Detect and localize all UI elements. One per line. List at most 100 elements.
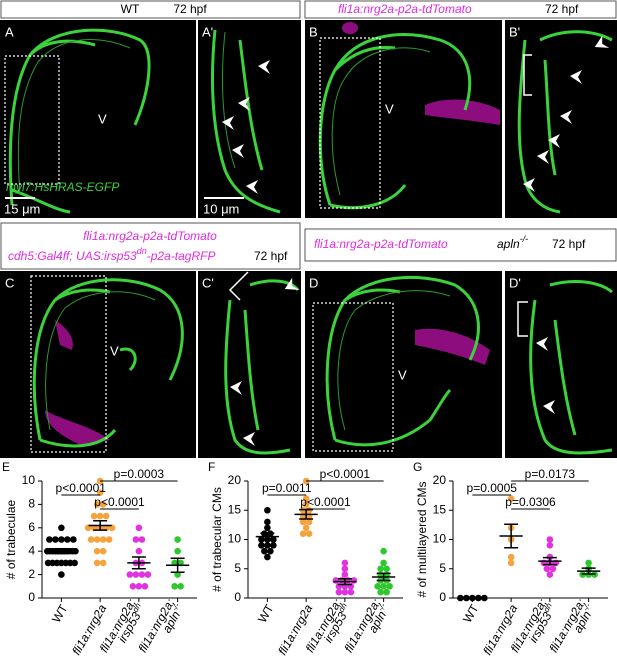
data-point — [264, 518, 271, 526]
data-point — [46, 536, 53, 543]
arrowhead — [230, 381, 242, 395]
data-point — [141, 583, 149, 590]
arrowhead — [536, 337, 548, 351]
y-tick-label: 20 — [228, 473, 242, 487]
y-tick-label: 10 — [22, 473, 36, 487]
y-tick-label: 10 — [228, 532, 242, 546]
panel-label: B — [309, 24, 318, 39]
data-point — [377, 588, 384, 596]
error-bar — [93, 520, 108, 531]
x-tick-text: WT — [460, 602, 482, 626]
bracket — [517, 301, 528, 337]
arrowhead — [284, 277, 300, 290]
data-point — [386, 583, 393, 590]
chamber-label: V — [398, 367, 407, 382]
data-point — [380, 583, 387, 590]
header-stage: 72 hpf — [552, 237, 586, 251]
panel-label: G — [413, 460, 422, 474]
data-point — [264, 506, 271, 514]
header-stage: 72 hpf — [545, 2, 579, 16]
micrograph — [0, 271, 196, 458]
data-point — [264, 553, 271, 561]
data-point — [261, 547, 268, 555]
mutant-text: apln — [497, 237, 520, 251]
data-point — [99, 559, 107, 567]
panel-label: A' — [202, 24, 213, 39]
data-point — [305, 530, 313, 537]
data-point — [341, 565, 349, 573]
scale-label: 15 μm — [4, 201, 40, 216]
y-tick-label: 2 — [28, 567, 35, 581]
data-point — [87, 536, 95, 543]
data-point — [347, 588, 355, 596]
header-transgene: fli1a:nrg2a-p2a-tdTomato — [338, 2, 472, 16]
data-point — [377, 565, 384, 573]
data-point — [507, 559, 515, 567]
data-point — [105, 536, 113, 543]
data-point — [129, 583, 137, 590]
error-bar — [170, 557, 185, 574]
data-point — [299, 518, 307, 526]
chamber-label: V — [98, 111, 107, 126]
header-box — [304, 0, 617, 19]
x-tick-superscript: -/- — [581, 601, 593, 612]
arrowhead — [238, 97, 250, 111]
y-tick-label: 20 — [433, 473, 447, 487]
arrowhead — [537, 150, 549, 164]
data-point — [132, 536, 140, 543]
scale-bar — [5, 197, 35, 199]
data-point — [58, 571, 65, 578]
arrowhead — [560, 110, 572, 124]
y-tick-label: 10 — [433, 532, 447, 546]
data-point — [174, 536, 181, 543]
y-tick-label: 4 — [28, 543, 35, 557]
myocardium-inner — [17, 39, 131, 196]
data-point — [546, 536, 554, 543]
myocardium — [517, 30, 613, 214]
data-point — [335, 588, 343, 596]
panel-label: B' — [509, 24, 520, 39]
data-point — [71, 559, 78, 567]
y-axis-label: # of multilayered CMs — [415, 481, 429, 597]
y-axis-label: # of trabeculae — [4, 499, 18, 579]
arrowhead — [258, 60, 270, 74]
error-bar — [376, 572, 391, 582]
data-point — [64, 536, 71, 543]
y-tick-label: 0 — [439, 590, 446, 604]
data-point — [549, 565, 557, 573]
data-point — [507, 553, 515, 561]
y-tick-label: 0 — [234, 590, 241, 604]
error-bar — [542, 556, 557, 566]
arrowhead — [543, 400, 555, 414]
scale-label: 10 μm — [203, 201, 239, 216]
data-point — [302, 524, 310, 532]
data-point — [380, 559, 387, 567]
data-point — [264, 524, 271, 532]
data-point — [546, 571, 554, 578]
myocardium — [32, 278, 184, 448]
driver-text: cdh5:Gal4ff; UAS:irsp53 — [8, 249, 137, 263]
arrowhead — [594, 35, 610, 48]
data-point — [270, 542, 277, 549]
x-tick-superscript: -/- — [376, 601, 388, 612]
data-point — [481, 594, 488, 602]
endothelium — [342, 22, 358, 34]
micrograph — [505, 20, 617, 218]
data-point — [457, 594, 464, 602]
panel-label: C — [5, 275, 14, 290]
y-axis-label: # of trabecular CMs — [210, 487, 224, 592]
data-point — [96, 489, 104, 497]
p-value: p=0.0173 — [525, 467, 576, 481]
p-value: p=0.0003 — [114, 467, 165, 481]
data-point — [585, 559, 592, 567]
driver-superscript: dn — [137, 246, 147, 256]
myocardium — [8, 28, 151, 214]
myocardium-inner — [221, 31, 236, 169]
data-point — [135, 524, 143, 532]
data-point — [299, 530, 307, 537]
data-point — [258, 542, 265, 549]
panel-label: C' — [202, 275, 214, 290]
inset-box — [4, 55, 60, 185]
chamber-label: V — [110, 343, 119, 358]
header-box — [0, 222, 301, 270]
